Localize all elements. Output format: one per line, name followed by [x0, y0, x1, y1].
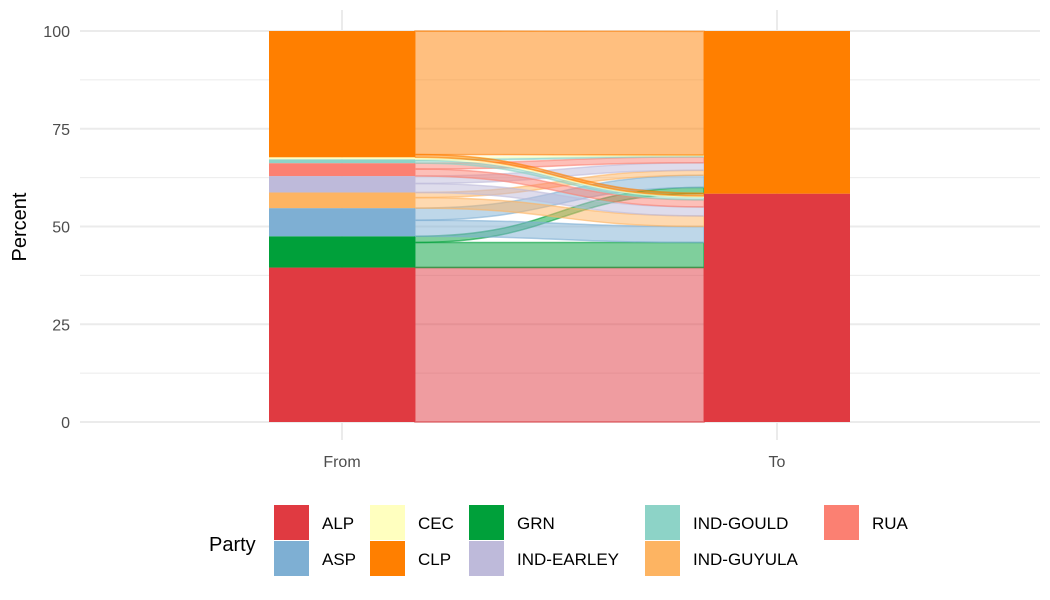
- legend-item-ind-guyula: IND-GUYULA: [645, 541, 799, 576]
- flow-clp-to-clp: [414, 30, 705, 156]
- stratum-from-grn: [269, 236, 415, 268]
- legend-label: ASP: [322, 550, 356, 569]
- stratum-to-alp: [704, 193, 850, 422]
- legend-swatch: [645, 541, 680, 576]
- legend-item-cec: CEC: [370, 505, 454, 540]
- legend-label: RUA: [872, 514, 909, 533]
- stratum-from-alp: [269, 267, 415, 422]
- stratum-from-clp: [269, 31, 415, 158]
- flow-grn-to-alp: [414, 241, 705, 269]
- x-tick-label: From: [323, 454, 360, 471]
- legend-item-asp: ASP: [274, 541, 356, 576]
- stratum-from-ind-earley: [269, 176, 415, 193]
- legend-label: IND-EARLEY: [517, 550, 619, 569]
- legend-item-alp: ALP: [274, 505, 354, 540]
- y-tick-label: 0: [61, 415, 70, 432]
- x-tick-label: To: [769, 454, 786, 471]
- y-tick-label: 100: [43, 24, 70, 41]
- stack-layer: [269, 31, 850, 422]
- stratum-to-clp: [704, 31, 850, 194]
- legend-label: IND-GOULD: [693, 514, 788, 533]
- legend-swatch: [274, 505, 309, 540]
- legend-swatch: [370, 541, 405, 576]
- legend-title: Party: [209, 534, 256, 556]
- legend-item-rua: RUA: [824, 505, 909, 540]
- y-tick-label: 75: [52, 122, 70, 139]
- stratum-from-rua: [269, 163, 415, 177]
- y-axis-title: Percent: [9, 192, 31, 261]
- flow-layer: [414, 30, 705, 423]
- flow-alp-to-alp: [414, 266, 705, 423]
- y-tick-label: 50: [52, 220, 70, 237]
- legend-item-ind-earley: IND-EARLEY: [469, 541, 619, 576]
- legend-swatch: [469, 541, 504, 576]
- legend-swatch: [824, 505, 859, 540]
- legend: Party ALP ASP CEC CLP GRN IND-EARLEY IND-GOULD…: [209, 505, 909, 576]
- y-tick-label: 25: [52, 317, 70, 334]
- legend-swatch: [645, 505, 680, 540]
- legend-swatch: [469, 505, 504, 540]
- legend-label: GRN: [517, 514, 555, 533]
- legend-swatch: [274, 541, 309, 576]
- legend-label: CEC: [418, 514, 454, 533]
- stratum-from-asp: [269, 208, 415, 237]
- legend-item-grn: GRN: [469, 505, 555, 540]
- legend-label: CLP: [418, 550, 451, 569]
- legend-item-clp: CLP: [370, 541, 451, 576]
- legend-label: ALP: [322, 514, 354, 533]
- legend-item-ind-gould: IND-GOULD: [645, 505, 788, 540]
- stratum-from-ind-gould: [269, 159, 415, 164]
- legend-label: IND-GUYULA: [693, 550, 799, 569]
- stratum-from-ind-guyula: [269, 192, 415, 209]
- legend-swatch: [370, 505, 405, 540]
- stratum-from-cec: [269, 157, 415, 160]
- axis-layer: 0 25 50 75 100 From To: [43, 24, 785, 471]
